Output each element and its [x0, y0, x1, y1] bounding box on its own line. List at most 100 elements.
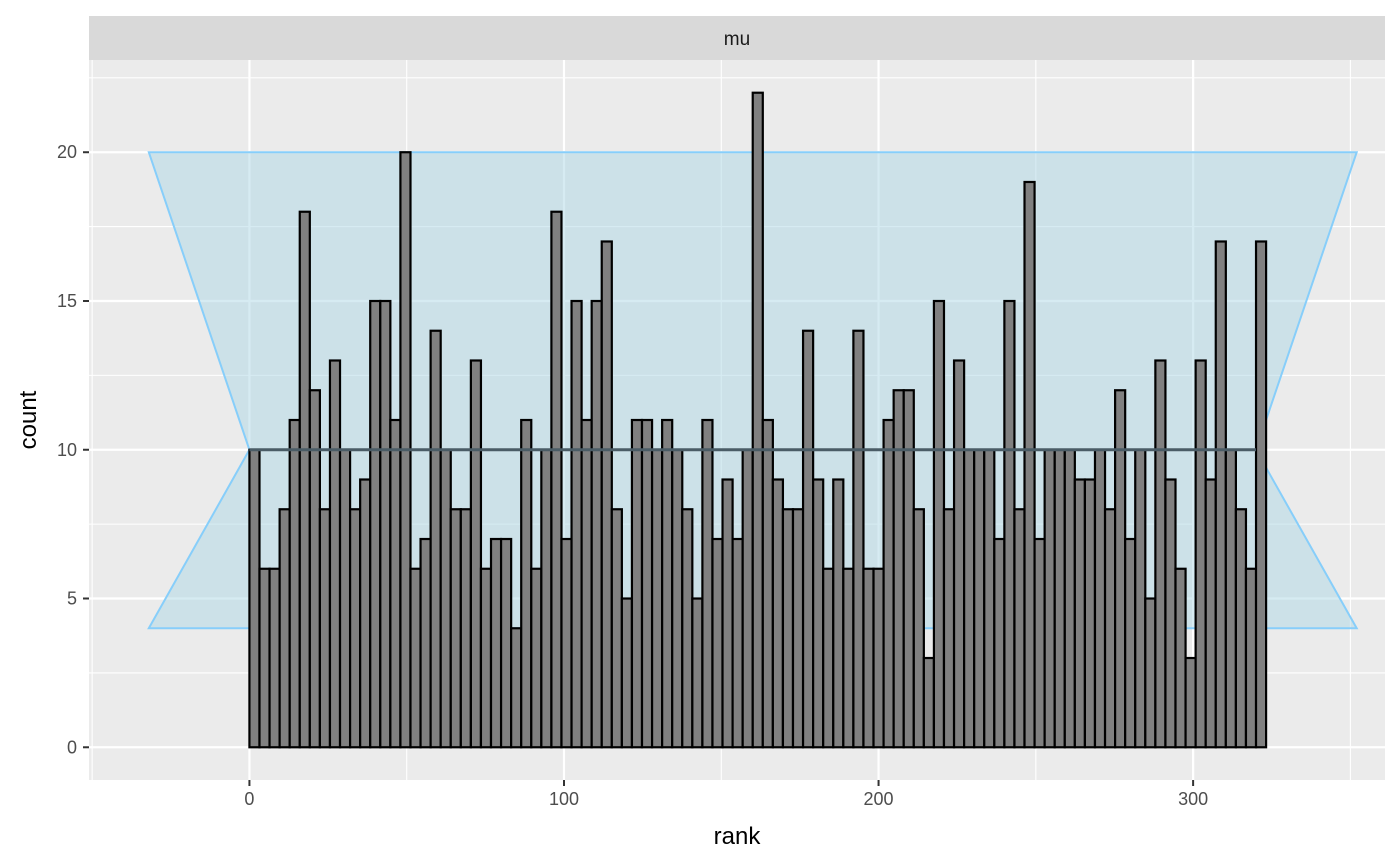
- histogram-bar: [650, 448, 664, 749]
- histogram-bar: [298, 210, 311, 749]
- histogram-bar: [852, 329, 865, 749]
- histogram-bar: [812, 478, 825, 749]
- histogram-bar: [872, 567, 885, 749]
- y-tick-label: 15: [57, 291, 77, 311]
- y-tick-label: 5: [67, 589, 77, 609]
- y-tick-label: 10: [57, 440, 77, 460]
- histogram-bar: [952, 359, 966, 749]
- histogram-bar: [530, 567, 543, 749]
- x-tick-label: 100: [549, 789, 579, 809]
- histogram-bar: [620, 597, 634, 749]
- histogram-bar: [268, 567, 281, 749]
- histogram-bar: [560, 537, 573, 749]
- histogram-bar: [590, 299, 603, 749]
- histogram-bar: [1244, 567, 1258, 749]
- histogram-bar: [550, 210, 563, 749]
- histogram-bar: [510, 627, 523, 749]
- x-axis-title: rank: [714, 823, 762, 850]
- histogram-bar: [1204, 478, 1217, 749]
- histogram-bar: [489, 537, 503, 749]
- histogram-bar: [1033, 537, 1046, 749]
- histogram-bar: [822, 567, 835, 749]
- histogram-bar: [1103, 508, 1117, 749]
- histogram-bar: [1214, 240, 1227, 749]
- histogram-bar: [912, 508, 925, 749]
- histogram-bar: [1224, 448, 1237, 749]
- histogram-bar: [661, 418, 674, 749]
- histogram-bar: [1083, 478, 1097, 749]
- histogram-bar: [429, 329, 442, 749]
- histogram-bar: [932, 299, 946, 749]
- histogram-bar: [842, 567, 855, 749]
- histogram-bar: [1174, 567, 1187, 749]
- histogram-bar: [1003, 299, 1016, 749]
- histogram-bar: [942, 508, 956, 749]
- histogram-bar: [248, 448, 261, 749]
- histogram-bar: [278, 508, 291, 749]
- histogram-bar: [439, 448, 452, 749]
- histogram-bar: [781, 508, 795, 749]
- x-tick-label: 300: [1178, 789, 1208, 809]
- histogram-bar: [1164, 478, 1177, 749]
- histogram-bar: [751, 91, 764, 749]
- histogram-bar: [570, 299, 583, 749]
- histogram-bar: [761, 418, 774, 749]
- histogram-bar: [640, 418, 654, 749]
- histogram-bar: [600, 240, 613, 749]
- y-axis-title: count: [15, 390, 42, 449]
- histogram-bar: [681, 508, 694, 749]
- histogram-bar: [1124, 537, 1137, 749]
- histogram-bar: [973, 448, 986, 749]
- histogram-bar: [1053, 448, 1066, 749]
- histogram-bar: [308, 389, 321, 749]
- histogram-bar: [791, 508, 805, 749]
- histogram-bar: [499, 537, 513, 749]
- histogram-bar: [1144, 597, 1157, 749]
- histogram-bar: [1063, 448, 1076, 749]
- histogram-bar: [731, 537, 744, 749]
- histogram-bar: [449, 508, 462, 749]
- histogram-bar: [711, 537, 724, 749]
- histogram-bar: [389, 418, 402, 749]
- histogram-bar: [832, 478, 845, 749]
- histogram-bar: [479, 567, 493, 749]
- x-tick-label: 200: [864, 789, 894, 809]
- histogram-bar: [359, 478, 372, 749]
- histogram-bar: [419, 537, 432, 749]
- histogram-bar: [630, 418, 644, 749]
- histogram-bar: [1194, 359, 1207, 749]
- histogram-bar: [409, 567, 422, 749]
- histogram-bar: [1013, 508, 1026, 749]
- histogram-bar: [369, 299, 382, 749]
- histogram-bar: [1093, 448, 1107, 749]
- histogram-bar: [741, 448, 754, 749]
- histogram-bar: [469, 359, 483, 749]
- histogram-bar: [1134, 448, 1147, 749]
- histogram-bar: [348, 508, 362, 749]
- histogram-bar: [701, 418, 714, 749]
- histogram-bar: [721, 478, 734, 749]
- histogram-bars: [248, 91, 1268, 749]
- histogram-bar: [1023, 180, 1036, 749]
- histogram-bar: [520, 418, 533, 749]
- y-tick-label: 20: [57, 142, 77, 162]
- histogram-bar: [459, 508, 472, 749]
- facet-strip-label: mu: [724, 29, 750, 50]
- histogram-bar: [580, 418, 593, 749]
- histogram-bar: [983, 448, 996, 749]
- histogram-bar: [671, 448, 684, 749]
- histogram-bar: [1073, 478, 1087, 749]
- histogram-bar: [1254, 240, 1268, 749]
- histogram-bar: [328, 359, 342, 749]
- histogram-bar: [771, 478, 785, 749]
- histogram-bar: [862, 567, 875, 749]
- y-tick-label: 0: [67, 737, 77, 757]
- histogram-bar: [993, 537, 1006, 749]
- histogram-bar: [902, 389, 915, 749]
- histogram-bar: [338, 448, 352, 749]
- histogram-bar: [691, 597, 704, 749]
- histogram-bar: [801, 329, 815, 749]
- histogram-bar: [540, 448, 553, 749]
- histogram-bar: [379, 299, 392, 749]
